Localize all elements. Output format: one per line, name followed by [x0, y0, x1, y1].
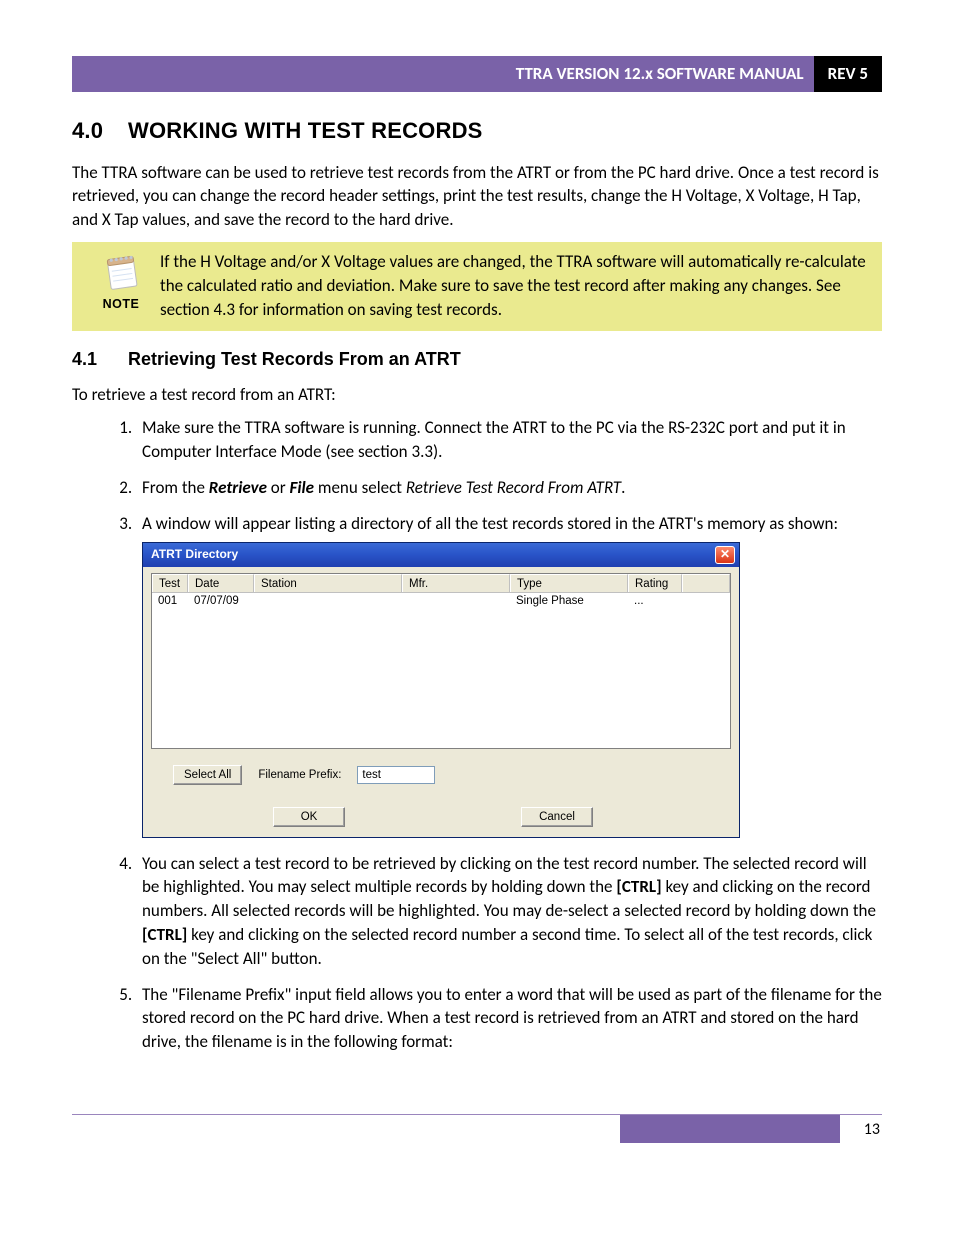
cell-test: 001 — [152, 593, 188, 609]
subsection-heading: 4.1Retrieving Test Records From an ATRT — [72, 347, 882, 372]
subsection-lead: To retrieve a test record from an ATRT: — [72, 383, 882, 407]
controls-row: Select All Filename Prefix: — [151, 765, 731, 785]
note-callout: NOTE If the H Voltage and/or X Voltage v… — [72, 242, 882, 331]
select-all-button[interactable]: Select All — [173, 765, 242, 785]
prefix-label: Filename Prefix: — [258, 767, 341, 783]
section-intro: The TTRA software can be used to retriev… — [72, 161, 882, 232]
cell-station — [254, 593, 402, 609]
footer-purple-block — [620, 1115, 840, 1143]
step-2-frag3: menu select — [314, 477, 406, 498]
dialog-title: ATRT Directory — [151, 546, 238, 563]
step-4: You can select a test record to be retri… — [136, 852, 882, 971]
step-4-frag3: key and clicking on the selected record … — [142, 924, 872, 969]
col-test[interactable]: Test — [152, 574, 188, 592]
menu-file: File — [290, 477, 315, 498]
section-heading: 4.0WORKING WITH TEST RECORDS — [72, 116, 882, 147]
listview-header: Test Date Station Mfr. Type Rating — [152, 574, 730, 593]
section-number: 4.0 — [72, 116, 128, 147]
col-type[interactable]: Type — [510, 574, 628, 592]
cell-rating: ... — [628, 593, 682, 609]
step-5: The "Filename Prefix" input field allows… — [136, 983, 882, 1054]
record-listview[interactable]: Test Date Station Mfr. Type Rating 001 0… — [151, 573, 731, 749]
table-row[interactable]: 001 07/07/09 Single Phase ... — [152, 593, 730, 609]
button-row: OK Cancel — [151, 807, 731, 827]
filename-prefix-input[interactable] — [357, 766, 435, 784]
atrt-directory-dialog: ATRT Directory ✕ Test Date Station Mfr. … — [142, 542, 740, 838]
note-label: NOTE — [82, 296, 160, 314]
page-number: 13 — [840, 1115, 882, 1143]
key-ctrl-1: [CTRL] — [616, 876, 661, 897]
cell-type: Single Phase — [510, 593, 628, 609]
header-title: TTRA VERSION 12.x SOFTWARE MANUAL — [72, 56, 814, 92]
dialog-body: Test Date Station Mfr. Type Rating 001 0… — [143, 567, 739, 837]
cell-pad — [682, 593, 730, 609]
col-rating[interactable]: Rating — [628, 574, 682, 592]
cancel-button[interactable]: Cancel — [521, 807, 593, 827]
menu-item-retrieve-from-atrt: Retrieve Test Record From ATRT — [406, 477, 621, 498]
subsection-number: 4.1 — [72, 347, 128, 372]
note-icon-column: NOTE — [82, 250, 160, 314]
cell-date: 07/07/09 — [188, 593, 254, 609]
steps-list: Make sure the TTRA software is running. … — [112, 416, 882, 1054]
step-1: Make sure the TTRA software is running. … — [136, 416, 882, 464]
notepad-icon — [97, 250, 145, 294]
dialog-titlebar: ATRT Directory ✕ — [143, 543, 739, 567]
step-2: From the Retrieve or File menu select Re… — [136, 476, 882, 500]
page-header: TTRA VERSION 12.x SOFTWARE MANUAL REV 5 — [72, 56, 882, 92]
step-3-text: A window will appear listing a directory… — [142, 513, 838, 534]
menu-retrieve: Retrieve — [209, 477, 267, 498]
header-revision: REV 5 — [814, 56, 882, 92]
step-2-frag: From the — [142, 477, 209, 498]
col-mfr[interactable]: Mfr. — [402, 574, 510, 592]
cell-mfr — [402, 593, 510, 609]
section-title-text: WORKING WITH TEST RECORDS — [128, 118, 483, 143]
col-date[interactable]: Date — [188, 574, 254, 592]
step-2-frag2: or — [267, 477, 290, 498]
key-ctrl-2: [CTRL] — [142, 924, 187, 945]
page-footer: 13 — [72, 1114, 882, 1143]
note-text: If the H Voltage and/or X Voltage values… — [160, 250, 872, 321]
close-button[interactable]: ✕ — [715, 546, 735, 564]
subsection-title-text: Retrieving Test Records From an ATRT — [128, 349, 461, 369]
step-2-frag4: . — [621, 477, 625, 498]
col-pad — [682, 574, 730, 592]
col-station[interactable]: Station — [254, 574, 402, 592]
ok-button[interactable]: OK — [273, 807, 345, 827]
step-3: A window will appear listing a directory… — [136, 512, 882, 838]
